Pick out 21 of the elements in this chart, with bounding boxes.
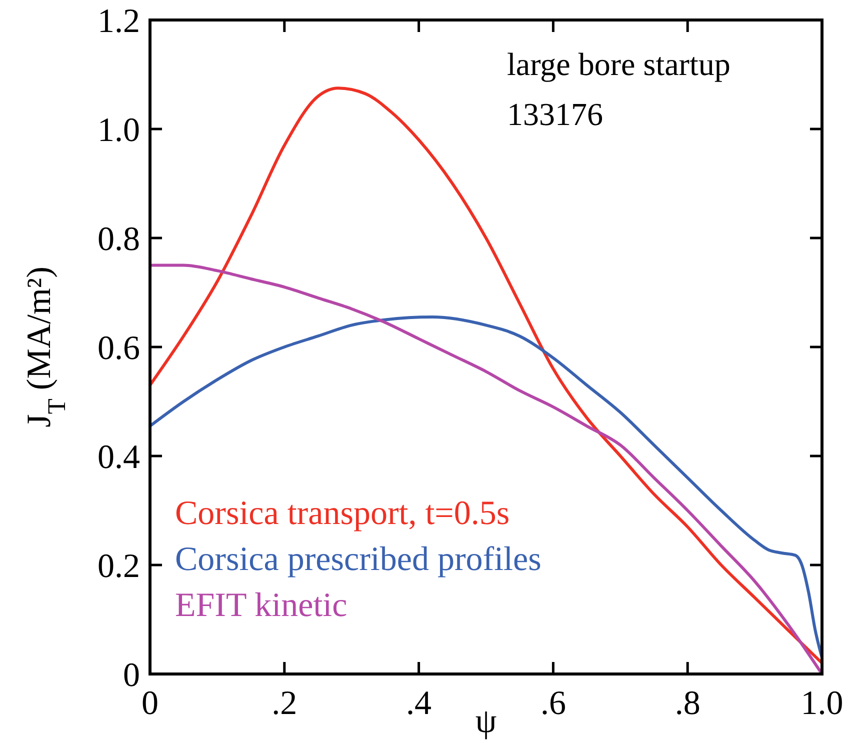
y-tick-label: 0.6 (98, 330, 140, 367)
line-series (148, 316, 824, 660)
line-series (148, 86, 824, 665)
x-tick-label: .4 (406, 685, 432, 722)
y-tick-label: 0 (123, 656, 140, 694)
line-series (148, 264, 824, 676)
y-tick-label: 1.0 (98, 112, 140, 149)
x-tick-label: .8 (674, 685, 700, 722)
x-tick-label: 1.0 (800, 685, 844, 722)
annotation: large bore startup (507, 46, 730, 82)
x-tick-label: .2 (272, 685, 298, 722)
y-tick-label: 1.2 (98, 2, 140, 40)
text: Corsica prescribed profiles (175, 541, 542, 578)
annotation: 133176 (507, 96, 603, 132)
y-tick-label: 0.8 (98, 220, 140, 258)
text: Corsica transport, t=0.5s (175, 495, 510, 532)
y-tick-label: 0.2 (98, 548, 140, 585)
y-tick-label: 0.4 (98, 438, 140, 476)
x-tick-label: .6 (540, 685, 566, 722)
text: EFIT kinetic (175, 587, 348, 624)
x-axis-title: ψ (475, 703, 497, 740)
